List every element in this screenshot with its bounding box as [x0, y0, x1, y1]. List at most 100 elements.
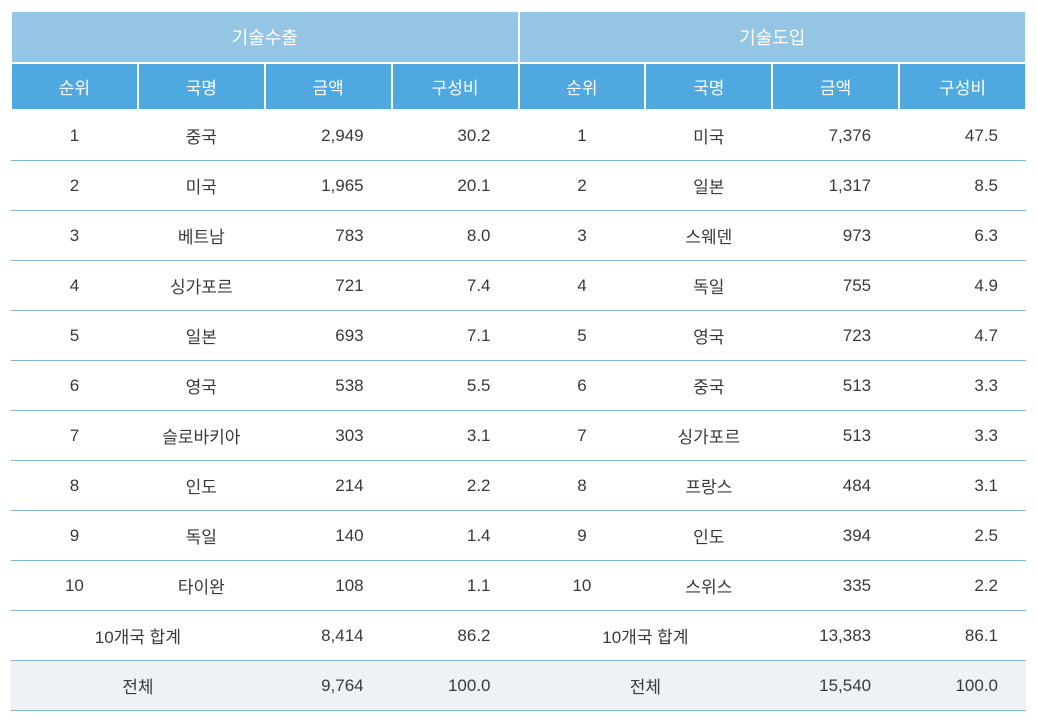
total-ratio-right: 100.0 — [899, 661, 1026, 711]
cell-amount-right: 973 — [772, 211, 899, 261]
cell-amount-left: 538 — [265, 361, 392, 411]
cell-amount-left: 303 — [265, 411, 392, 461]
cell-ratio-left: 3.1 — [392, 411, 519, 461]
cell-rank-left: 1 — [11, 110, 138, 161]
table-row: 5일본6937.15영국7234.7 — [11, 311, 1026, 361]
cell-ratio-right: 47.5 — [899, 110, 1026, 161]
cell-rank-left: 8 — [11, 461, 138, 511]
cell-amount-left: 214 — [265, 461, 392, 511]
cell-country-left: 영국 — [138, 361, 265, 411]
subtotal-amount-left: 8,414 — [265, 611, 392, 661]
total-amount-right: 15,540 — [772, 661, 899, 711]
cell-country-right: 미국 — [645, 110, 772, 161]
cell-country-right: 영국 — [645, 311, 772, 361]
cell-rank-left: 10 — [11, 561, 138, 611]
cell-country-right: 스웨덴 — [645, 211, 772, 261]
cell-amount-right: 513 — [772, 411, 899, 461]
table-body: 1중국2,94930.21미국7,37647.52미국1,96520.12일본1… — [11, 110, 1026, 711]
subtotal-row: 10개국 합계8,41486.210개국 합계13,38386.1 — [11, 611, 1026, 661]
cell-rank-right: 4 — [519, 261, 646, 311]
cell-country-left: 미국 — [138, 161, 265, 211]
cell-amount-right: 755 — [772, 261, 899, 311]
table-row: 4싱가포르7217.44독일7554.9 — [11, 261, 1026, 311]
cell-rank-right: 2 — [519, 161, 646, 211]
cell-rank-right: 10 — [519, 561, 646, 611]
cell-rank-right: 3 — [519, 211, 646, 261]
cell-ratio-left: 8.0 — [392, 211, 519, 261]
header-rank-right: 순위 — [519, 63, 646, 110]
cell-rank-left: 5 — [11, 311, 138, 361]
cell-ratio-left: 5.5 — [392, 361, 519, 411]
cell-ratio-right: 2.2 — [899, 561, 1026, 611]
cell-amount-right: 7,376 — [772, 110, 899, 161]
header-country-right: 국명 — [645, 63, 772, 110]
cell-ratio-right: 2.5 — [899, 511, 1026, 561]
cell-country-right: 싱가포르 — [645, 411, 772, 461]
cell-ratio-left: 1.1 — [392, 561, 519, 611]
header-amount-right: 금액 — [772, 63, 899, 110]
total-label-right: 전체 — [519, 661, 773, 711]
table-row: 7슬로바키아3033.17싱가포르5133.3 — [11, 411, 1026, 461]
table-row: 10타이완1081.110스위스3352.2 — [11, 561, 1026, 611]
cell-amount-right: 394 — [772, 511, 899, 561]
cell-amount-right: 335 — [772, 561, 899, 611]
cell-amount-right: 513 — [772, 361, 899, 411]
header-rank-left: 순위 — [11, 63, 138, 110]
subtotal-ratio-left: 86.2 — [392, 611, 519, 661]
data-table: 기술수출 기술도입 순위 국명 금액 구성비 순위 국명 금액 구성비 1중국2… — [10, 10, 1027, 711]
cell-ratio-right: 3.1 — [899, 461, 1026, 511]
cell-country-right: 스위스 — [645, 561, 772, 611]
cell-country-right: 프랑스 — [645, 461, 772, 511]
cell-amount-left: 2,949 — [265, 110, 392, 161]
cell-rank-right: 7 — [519, 411, 646, 461]
cell-ratio-left: 30.2 — [392, 110, 519, 161]
cell-ratio-right: 8.5 — [899, 161, 1026, 211]
cell-amount-left: 108 — [265, 561, 392, 611]
header-country-left: 국명 — [138, 63, 265, 110]
subtotal-amount-right: 13,383 — [772, 611, 899, 661]
table-row: 6영국5385.56중국5133.3 — [11, 361, 1026, 411]
cell-country-left: 싱가포르 — [138, 261, 265, 311]
cell-amount-right: 723 — [772, 311, 899, 361]
cell-ratio-left: 1.4 — [392, 511, 519, 561]
cell-ratio-right: 3.3 — [899, 411, 1026, 461]
cell-rank-left: 3 — [11, 211, 138, 261]
cell-rank-left: 4 — [11, 261, 138, 311]
header-amount-left: 금액 — [265, 63, 392, 110]
cell-amount-left: 721 — [265, 261, 392, 311]
cell-country-right: 독일 — [645, 261, 772, 311]
total-row: 전체9,764100.0전체15,540100.0 — [11, 661, 1026, 711]
cell-amount-left: 783 — [265, 211, 392, 261]
subtotal-label-left: 10개국 합계 — [11, 611, 265, 661]
cell-amount-left: 140 — [265, 511, 392, 561]
cell-amount-left: 693 — [265, 311, 392, 361]
header-ratio-right: 구성비 — [899, 63, 1026, 110]
cell-rank-left: 7 — [11, 411, 138, 461]
cell-country-left: 인도 — [138, 461, 265, 511]
cell-ratio-left: 7.4 — [392, 261, 519, 311]
cell-rank-right: 1 — [519, 110, 646, 161]
cell-ratio-right: 6.3 — [899, 211, 1026, 261]
cell-country-left: 타이완 — [138, 561, 265, 611]
cell-country-right: 중국 — [645, 361, 772, 411]
cell-ratio-left: 2.2 — [392, 461, 519, 511]
cell-amount-right: 484 — [772, 461, 899, 511]
cell-country-left: 중국 — [138, 110, 265, 161]
cell-rank-right: 5 — [519, 311, 646, 361]
super-header-right: 기술도입 — [519, 11, 1027, 63]
total-amount-left: 9,764 — [265, 661, 392, 711]
total-label-left: 전체 — [11, 661, 265, 711]
cell-rank-left: 6 — [11, 361, 138, 411]
cell-rank-right: 9 — [519, 511, 646, 561]
cell-country-left: 독일 — [138, 511, 265, 561]
cell-country-left: 일본 — [138, 311, 265, 361]
cell-country-right: 일본 — [645, 161, 772, 211]
cell-amount-right: 1,317 — [772, 161, 899, 211]
cell-rank-left: 9 — [11, 511, 138, 561]
table-row: 1중국2,94930.21미국7,37647.5 — [11, 110, 1026, 161]
table-row: 3베트남7838.03스웨덴9736.3 — [11, 211, 1026, 261]
cell-ratio-left: 7.1 — [392, 311, 519, 361]
super-header-row: 기술수출 기술도입 — [11, 11, 1026, 63]
cell-amount-left: 1,965 — [265, 161, 392, 211]
sub-header-row: 순위 국명 금액 구성비 순위 국명 금액 구성비 — [11, 63, 1026, 110]
